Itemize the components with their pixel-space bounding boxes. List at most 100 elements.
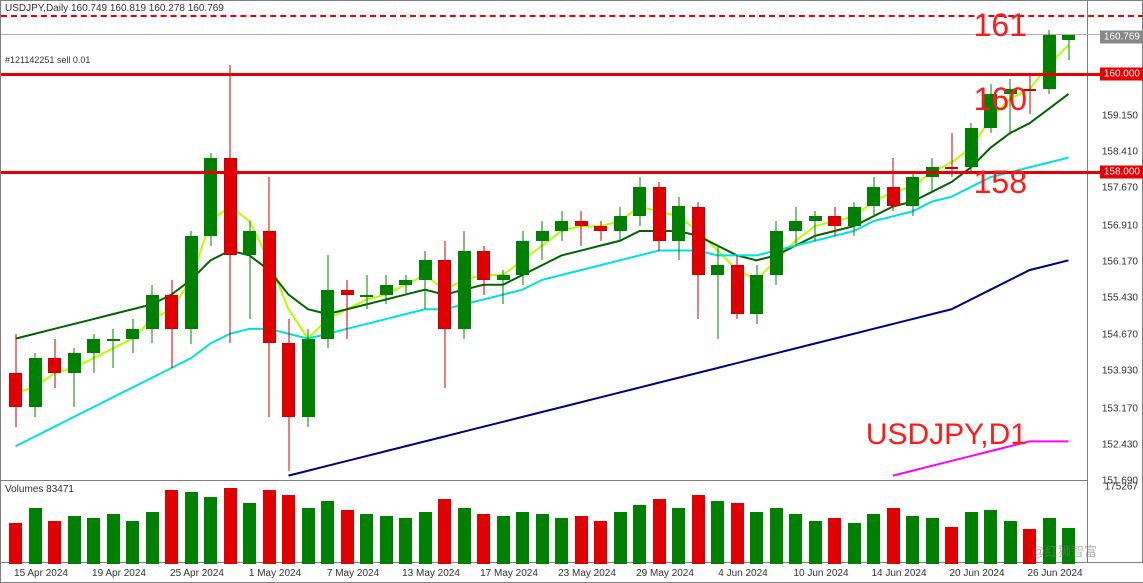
volume-bar bbox=[48, 521, 61, 564]
candle bbox=[224, 65, 237, 344]
candle bbox=[68, 348, 81, 407]
volume-bar bbox=[906, 516, 919, 564]
volume-bar bbox=[185, 492, 198, 564]
volume-bar bbox=[360, 514, 373, 564]
y-tick: 156.170 bbox=[1102, 256, 1138, 267]
volume-bar bbox=[224, 488, 237, 564]
candle bbox=[711, 246, 724, 339]
volume-bar bbox=[380, 516, 393, 564]
candle bbox=[497, 270, 510, 304]
candle bbox=[87, 334, 100, 373]
candle bbox=[399, 275, 412, 295]
volume-bar bbox=[692, 495, 705, 564]
horizontal-line bbox=[1, 171, 1143, 174]
price-marker: 160.769 bbox=[1100, 30, 1143, 43]
candle bbox=[555, 211, 568, 240]
y-tick: 153.170 bbox=[1102, 403, 1138, 414]
volume-bar bbox=[789, 514, 802, 564]
candle bbox=[789, 207, 802, 246]
volume-bar bbox=[68, 516, 81, 564]
x-tick: 1 May 2024 bbox=[249, 568, 301, 579]
level-label: 161 bbox=[974, 7, 1027, 44]
volume-bar bbox=[243, 503, 256, 564]
candle bbox=[750, 265, 763, 324]
candle bbox=[243, 221, 256, 319]
x-tick: 7 May 2024 bbox=[327, 568, 379, 579]
y-tick-vol: 175267 bbox=[1105, 482, 1138, 493]
y-axis: 160.769159.150158.410157.670156.910156.1… bbox=[1087, 1, 1142, 564]
candle bbox=[614, 207, 627, 241]
volume-bar bbox=[477, 514, 490, 564]
volume-bar bbox=[731, 503, 744, 564]
x-tick: 26 Jun 2024 bbox=[1027, 568, 1082, 579]
candle bbox=[146, 285, 159, 344]
y-tick: 156.910 bbox=[1102, 220, 1138, 231]
volume-bar bbox=[458, 508, 471, 564]
candle bbox=[848, 202, 861, 236]
chart-title: USDJPY,Daily 160.749 160.819 160.278 160… bbox=[5, 3, 224, 14]
volume-bar bbox=[828, 518, 841, 564]
volume-bar bbox=[107, 514, 120, 564]
volume-bar bbox=[555, 518, 568, 564]
candle bbox=[672, 197, 685, 261]
candle bbox=[321, 255, 334, 348]
volume-chart[interactable] bbox=[1, 482, 1089, 564]
volume-bar bbox=[926, 518, 939, 564]
candle bbox=[204, 153, 217, 246]
volume-bar bbox=[653, 499, 666, 564]
price-marker: 160.000 bbox=[1100, 68, 1143, 81]
horizontal-line bbox=[1, 15, 1143, 17]
volume-bar bbox=[9, 523, 22, 564]
price-marker: 158.000 bbox=[1100, 166, 1143, 179]
volume-bar bbox=[848, 523, 861, 564]
candle bbox=[692, 202, 705, 319]
volume-bar bbox=[711, 501, 724, 564]
volume-bar bbox=[497, 516, 510, 564]
y-tick: 159.150 bbox=[1102, 110, 1138, 121]
volume-bar bbox=[945, 527, 958, 564]
candle bbox=[302, 329, 315, 427]
candle bbox=[887, 158, 900, 212]
volume-bar bbox=[263, 490, 276, 564]
volume-bar bbox=[867, 514, 880, 564]
volume-bar bbox=[594, 521, 607, 564]
candle bbox=[653, 182, 666, 251]
candle bbox=[263, 177, 276, 417]
volume-bar bbox=[87, 518, 100, 564]
volume-bar bbox=[887, 508, 900, 564]
candle bbox=[419, 251, 432, 310]
volume-bar bbox=[126, 521, 139, 564]
volume-bar bbox=[770, 508, 783, 564]
candle bbox=[867, 177, 880, 216]
volume-bar bbox=[575, 516, 588, 564]
x-tick: 14 Jun 2024 bbox=[871, 568, 926, 579]
x-axis: 15 Apr 202419 Apr 202425 Apr 20241 May 2… bbox=[1, 562, 1143, 582]
pair-label: USDJPY,D1 bbox=[866, 418, 1027, 452]
candle bbox=[1062, 35, 1075, 59]
x-tick: 29 May 2024 bbox=[636, 568, 694, 579]
volume-bar bbox=[984, 510, 997, 564]
horizontal-line bbox=[1, 34, 1143, 35]
x-tick: 4 Jun 2024 bbox=[718, 568, 768, 579]
x-tick: 10 Jun 2024 bbox=[793, 568, 848, 579]
volume-bar bbox=[165, 490, 178, 564]
candle bbox=[809, 211, 822, 240]
candle bbox=[633, 177, 646, 226]
candle bbox=[185, 231, 198, 344]
x-tick: 15 Apr 2024 bbox=[14, 568, 68, 579]
candle bbox=[458, 231, 471, 339]
main-price-chart[interactable]: 160.769160.000158.000161160158USDJPY,D1 bbox=[1, 1, 1089, 481]
y-tick: 153.930 bbox=[1102, 366, 1138, 377]
x-tick: 20 Jun 2024 bbox=[949, 568, 1004, 579]
horizontal-line bbox=[1, 73, 1143, 76]
volume-bar bbox=[614, 512, 627, 564]
x-tick: 23 May 2024 bbox=[558, 568, 616, 579]
volume-bar bbox=[750, 512, 763, 564]
x-tick: 13 May 2024 bbox=[402, 568, 460, 579]
volume-label: Volumes 83471 bbox=[5, 484, 74, 495]
volume-bar bbox=[302, 508, 315, 564]
candle bbox=[828, 207, 841, 236]
y-tick: 158.410 bbox=[1102, 147, 1138, 158]
y-tick: 155.430 bbox=[1102, 293, 1138, 304]
volume-bar bbox=[536, 514, 549, 564]
